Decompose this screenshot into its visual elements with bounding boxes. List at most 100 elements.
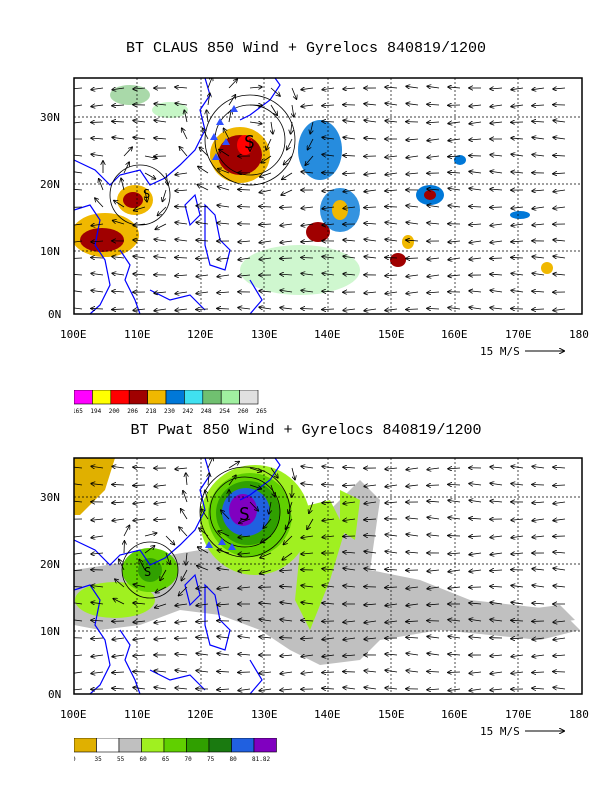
panel1-coastlines xyxy=(74,78,281,314)
wind-vector xyxy=(259,689,272,691)
wind-vector xyxy=(208,93,210,106)
wind-vector xyxy=(448,620,461,621)
wind-vector xyxy=(343,256,356,258)
wind-vector xyxy=(301,585,314,587)
wind-vector xyxy=(249,87,262,88)
wind-vector xyxy=(154,120,167,122)
wind-vector xyxy=(427,570,440,571)
wind-vector xyxy=(217,671,230,672)
wind-vector xyxy=(238,189,251,190)
wind-vector xyxy=(259,241,272,243)
wind-vector xyxy=(165,535,174,545)
wind-vector xyxy=(115,579,125,588)
wind-vector xyxy=(448,500,461,502)
wind-vector xyxy=(133,120,146,122)
typhoon-symbol: S xyxy=(239,504,250,525)
colorbar-label: 55 xyxy=(117,756,125,763)
panel2-map: S S 30N 20N 10N 0N 100E 110E 120E 130E 1… xyxy=(40,457,589,738)
wind-vector xyxy=(364,309,377,311)
wind-vector xyxy=(322,273,335,275)
wind-vector xyxy=(270,104,277,115)
wind-vector xyxy=(280,655,293,656)
wind-vector xyxy=(469,105,482,106)
ytick-10n: 10N xyxy=(40,245,60,258)
wind-vector xyxy=(217,292,230,293)
wind-vector xyxy=(270,467,278,478)
wind-vector xyxy=(511,466,524,468)
wind-vector xyxy=(196,275,209,277)
wind-vector xyxy=(112,672,125,673)
wind-vector xyxy=(91,466,104,468)
colorbar-swatch xyxy=(231,738,255,753)
wind-vector xyxy=(532,105,545,106)
wind-vector xyxy=(511,172,524,173)
wind-vector xyxy=(196,258,209,259)
wind-vector xyxy=(229,110,231,123)
wind-vector xyxy=(280,586,293,587)
ytick-30n: 30N xyxy=(40,111,60,124)
wind-vector xyxy=(238,308,251,309)
wind-vector xyxy=(427,468,440,470)
panel2-fields xyxy=(74,458,580,665)
wind-vector xyxy=(553,309,566,310)
wind-vector xyxy=(217,568,230,570)
xtick-120e: 120E xyxy=(187,328,214,341)
wind-vector xyxy=(133,137,146,139)
wind-vector xyxy=(532,257,545,258)
colorbar-label: 81.82 xyxy=(252,756,270,763)
wind-vector xyxy=(91,241,104,242)
wind-vector xyxy=(343,137,356,139)
wind-vector xyxy=(427,156,440,158)
wind-vector xyxy=(448,468,461,469)
wind-vector xyxy=(364,551,377,553)
wind-vector xyxy=(266,138,272,150)
wind-vector xyxy=(271,121,273,134)
panel1-xaxis: 100E 110E 120E 130E 140E 150E 160E 170E … xyxy=(60,328,589,341)
wind-vector xyxy=(511,672,524,673)
wind-vector xyxy=(259,258,272,259)
wind-vector xyxy=(490,689,503,690)
wind-vector xyxy=(217,636,230,638)
wind-vector xyxy=(322,154,335,156)
wind-vector xyxy=(91,655,104,657)
wind-vector xyxy=(385,502,398,503)
wind-vector xyxy=(532,190,545,191)
wind-vector xyxy=(259,619,272,621)
wind-vector xyxy=(448,636,461,638)
wind-vector xyxy=(469,241,482,243)
wind-vector xyxy=(364,687,377,689)
wind-vector xyxy=(532,536,545,537)
wind-vector xyxy=(427,501,440,502)
wind-vector xyxy=(112,688,125,689)
wind-vector xyxy=(427,604,440,605)
wind-vector xyxy=(406,534,419,536)
wind-vector xyxy=(511,290,524,292)
wind-vector xyxy=(553,274,566,275)
wind-vector xyxy=(322,466,335,468)
wind-vector xyxy=(301,484,314,485)
wind-vector xyxy=(133,309,146,310)
wind-vector xyxy=(385,275,398,276)
wind-vector xyxy=(307,518,314,529)
xtick-180: 180 xyxy=(569,328,589,341)
wind-vector xyxy=(112,638,125,640)
wind-vector xyxy=(144,172,155,179)
wind-vector xyxy=(175,670,188,672)
wind-vector xyxy=(91,138,104,139)
vector-key-label: 15 M/S xyxy=(480,725,520,738)
wind-vector xyxy=(183,491,188,503)
panel1-track-markers xyxy=(210,105,238,160)
colorbar-swatch xyxy=(208,738,232,753)
wind-vector xyxy=(322,638,335,640)
wind-vector xyxy=(490,619,503,621)
wind-vector xyxy=(553,207,566,208)
wind-vector xyxy=(322,137,335,139)
wind-vector xyxy=(133,603,146,604)
wind-vector xyxy=(406,139,419,140)
wind-vector xyxy=(490,105,503,107)
xtick-170e: 170E xyxy=(505,328,532,341)
wind-vector xyxy=(427,104,440,105)
wind-vector xyxy=(511,536,524,538)
wind-vector xyxy=(448,87,461,88)
wind-vector xyxy=(301,638,314,639)
